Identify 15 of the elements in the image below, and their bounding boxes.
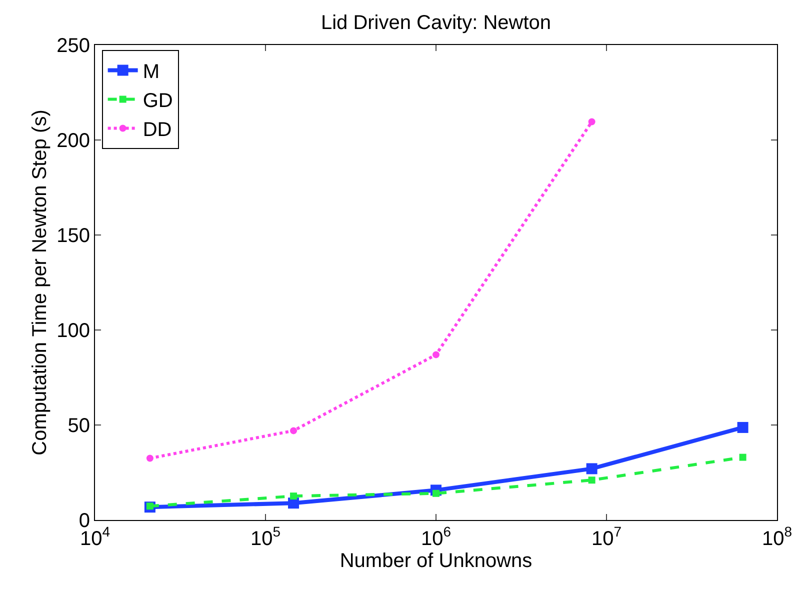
x-axis-title: Number of Unknowns — [340, 550, 532, 572]
y-tick-label: 100 — [56, 320, 90, 342]
x-tick-label: 10$^{5}$ — [250, 524, 281, 550]
y-tick-label: 250 — [56, 35, 90, 57]
x-tick-label: 10$^{6}$ — [420, 524, 452, 550]
chart-title: Lid Driven Cavity: Newton — [320, 12, 552, 34]
y-axis-title: Computation Time per Newton Step (s) — [29, 110, 52, 456]
x-tick-label: 10$^{7}$ — [591, 524, 622, 550]
y-tick-label: 200 — [56, 130, 90, 152]
legend-label: M — [142, 61, 160, 84]
legend-label: GD — [142, 90, 173, 112]
y-tick-label: 150 — [56, 225, 90, 247]
x-tick-label: 10$^{8}$ — [762, 524, 792, 550]
legend-label: DD — [142, 119, 172, 142]
y-tick-label: 50 — [68, 415, 90, 437]
